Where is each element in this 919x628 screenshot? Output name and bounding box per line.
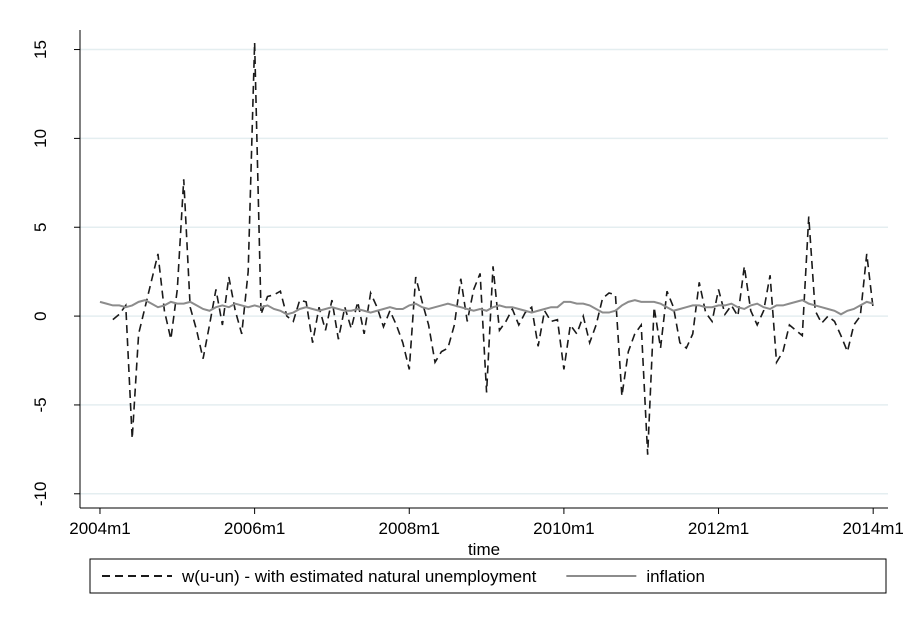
- y-tick-label: 0: [31, 311, 50, 320]
- series-line: [112, 42, 874, 455]
- legend-label: inflation: [646, 567, 705, 586]
- y-tick-label: -10: [31, 481, 50, 506]
- y-tick-label: 10: [31, 129, 50, 148]
- x-axis-label: time: [468, 540, 500, 559]
- series-line: [99, 299, 874, 316]
- y-tick-label: 15: [31, 40, 50, 59]
- y-tick-label: 5: [31, 223, 50, 232]
- x-tick-label: 2006m1: [224, 519, 285, 538]
- y-tick-label: -5: [31, 397, 50, 412]
- x-tick-label: 2004m1: [69, 519, 130, 538]
- x-tick-label: 2008m1: [379, 519, 440, 538]
- x-tick-label: 2010m1: [533, 519, 594, 538]
- x-tick-label: 2014m1: [842, 519, 903, 538]
- legend-label: w(u-un) - with estimated natural unemplo…: [181, 567, 537, 586]
- legend-box: [89, 558, 887, 594]
- x-tick-label: 2012m1: [688, 519, 749, 538]
